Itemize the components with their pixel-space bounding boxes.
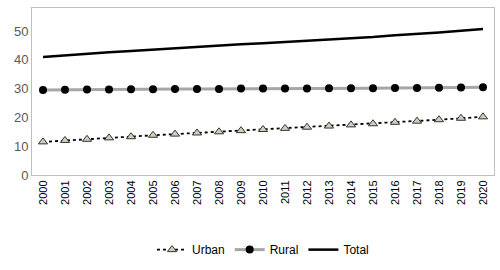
svg-text:0: 0 — [21, 168, 28, 183]
svg-text:50: 50 — [14, 24, 28, 39]
svg-text:20: 20 — [14, 110, 28, 125]
svg-text:2005: 2005 — [147, 180, 159, 204]
svg-text:2001: 2001 — [59, 180, 71, 204]
svg-text:2011: 2011 — [279, 180, 291, 204]
svg-text:2017: 2017 — [411, 180, 423, 204]
svg-text:2019: 2019 — [455, 180, 467, 204]
svg-text:2014: 2014 — [345, 180, 357, 204]
svg-text:Total: Total — [343, 243, 368, 257]
svg-text:2012: 2012 — [301, 180, 313, 204]
svg-text:Urban: Urban — [192, 243, 225, 257]
svg-text:2002: 2002 — [81, 180, 93, 204]
svg-text:2000: 2000 — [37, 180, 49, 204]
svg-text:2015: 2015 — [367, 180, 379, 204]
svg-text:2009: 2009 — [235, 180, 247, 204]
svg-text:2013: 2013 — [323, 180, 335, 204]
svg-text:2016: 2016 — [389, 180, 401, 204]
svg-text:2010: 2010 — [257, 180, 269, 204]
svg-text:2004: 2004 — [125, 180, 137, 204]
svg-text:2007: 2007 — [191, 180, 203, 204]
svg-text:2018: 2018 — [433, 180, 445, 204]
svg-text:2008: 2008 — [213, 180, 225, 204]
svg-text:2006: 2006 — [169, 180, 181, 204]
svg-text:30: 30 — [14, 81, 28, 96]
svg-text:2020: 2020 — [477, 180, 489, 204]
svg-text:10: 10 — [14, 139, 28, 154]
svg-text:2003: 2003 — [103, 180, 115, 204]
svg-text:Rural: Rural — [270, 243, 299, 257]
svg-text:40: 40 — [14, 52, 28, 67]
